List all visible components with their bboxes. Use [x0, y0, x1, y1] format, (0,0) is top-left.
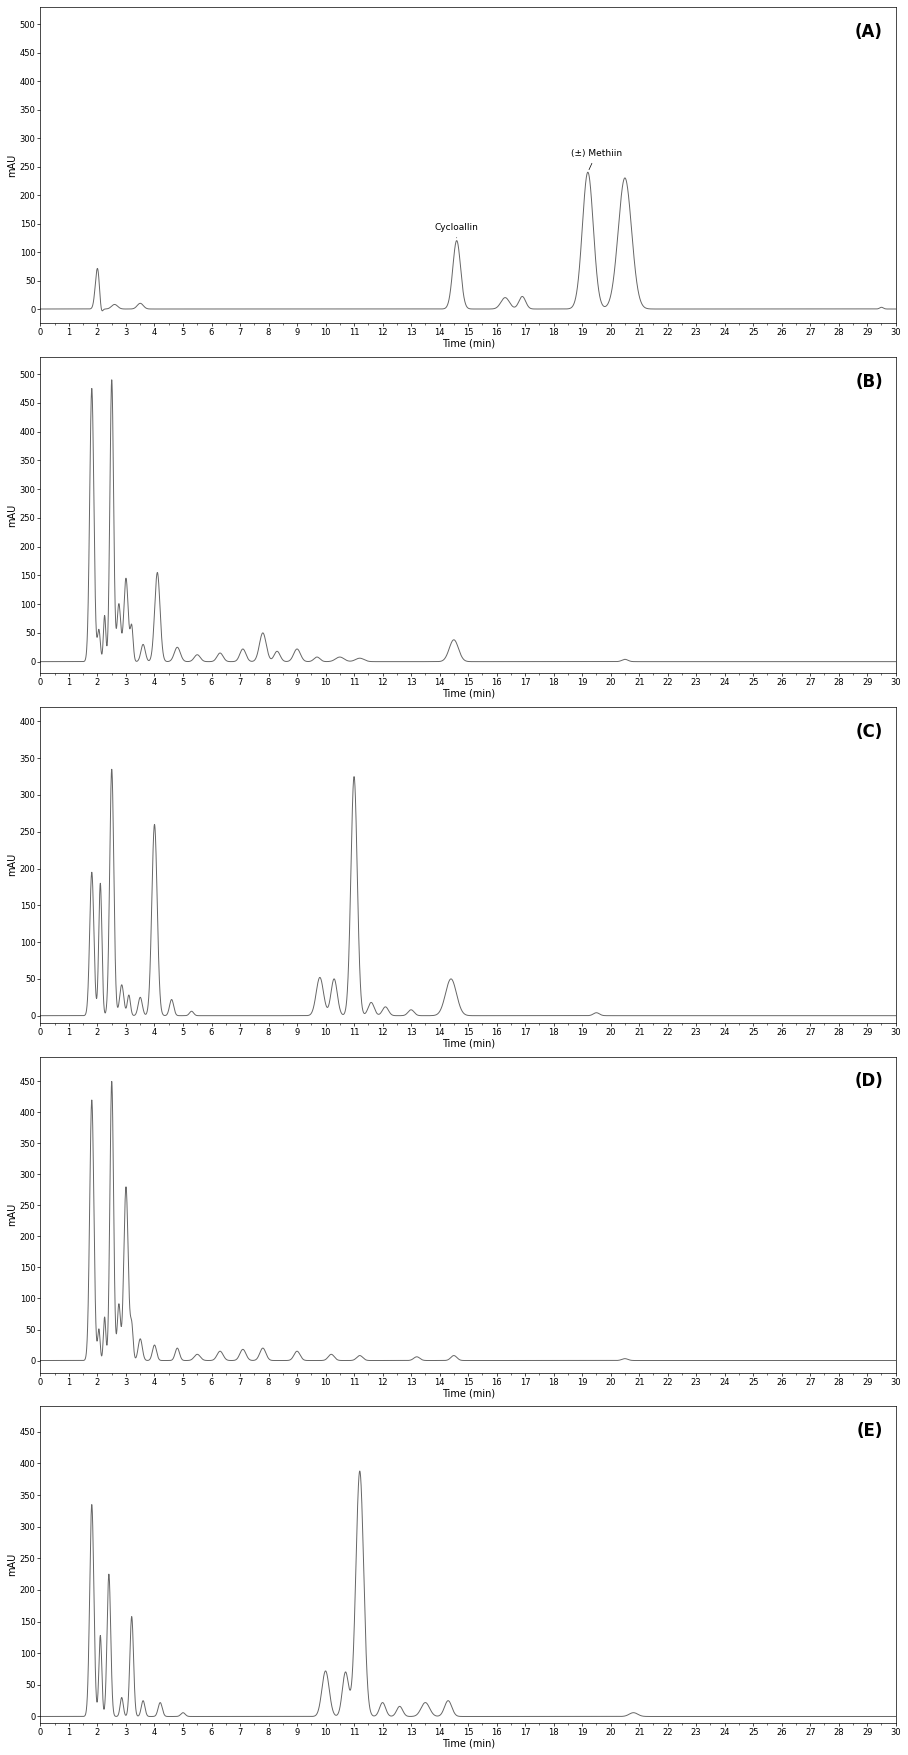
Text: (C): (C): [855, 723, 883, 741]
Y-axis label: mAU: mAU: [7, 504, 17, 526]
Y-axis label: mAU: mAU: [7, 1204, 17, 1227]
Text: (B): (B): [855, 372, 883, 391]
X-axis label: Time (min): Time (min): [441, 688, 495, 698]
Text: Cycloallin: Cycloallin: [435, 223, 479, 239]
Text: (D): (D): [854, 1072, 883, 1090]
Text: (E): (E): [856, 1422, 883, 1441]
Y-axis label: mAU: mAU: [7, 1553, 17, 1576]
Text: (±) Methiin: (±) Methiin: [571, 149, 622, 170]
Y-axis label: mAU: mAU: [7, 153, 17, 177]
X-axis label: Time (min): Time (min): [441, 1737, 495, 1748]
X-axis label: Time (min): Time (min): [441, 339, 495, 349]
X-axis label: Time (min): Time (min): [441, 1388, 495, 1399]
Text: (A): (A): [855, 23, 883, 40]
X-axis label: Time (min): Time (min): [441, 1039, 495, 1048]
Y-axis label: mAU: mAU: [7, 853, 17, 876]
